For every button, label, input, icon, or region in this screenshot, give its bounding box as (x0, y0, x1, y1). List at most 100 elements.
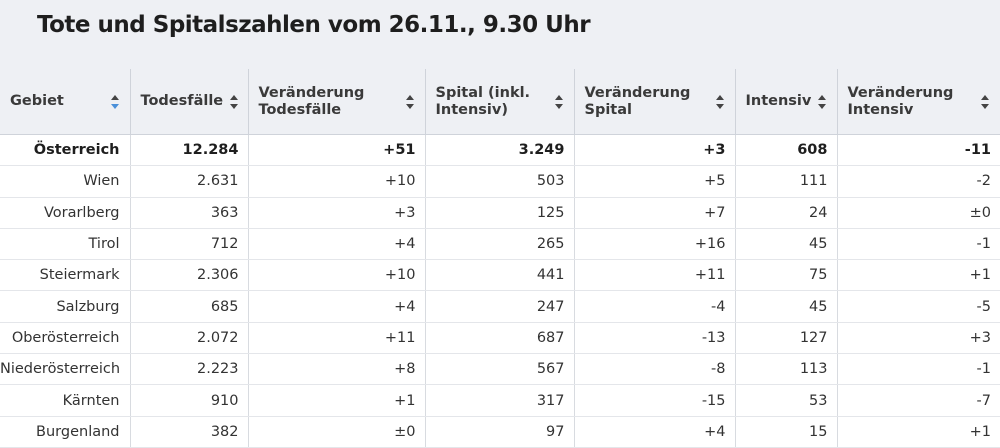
cell-todesfaelle: 685 (129, 290, 248, 323)
cell-veraenderung-spital: -8 (573, 353, 735, 386)
column-header-label: Veränderung Todesfälle (258, 84, 365, 118)
column-header-intensiv[interactable]: Intensiv (734, 69, 837, 135)
table-row: Oberösterreich 2.072 +11 687 -13 127 +3 (0, 322, 1000, 355)
cell-veraenderung-spital: +7 (573, 197, 735, 229)
cell-spital: 503 (424, 165, 574, 198)
cell-veraenderung-todesfaelle: +1 (247, 384, 425, 417)
cell-todesfaelle: 2.306 (129, 259, 248, 292)
cell-intensiv: 113 (734, 353, 837, 386)
cell-veraenderung-todesfaelle: +51 (247, 134, 425, 167)
cell-veraenderung-todesfaelle: +3 (247, 197, 425, 229)
cell-spital: 125 (424, 197, 574, 229)
table-row-oesterreich: Österreich 12.284 +51 3.249 +3 608 -11 (0, 134, 1000, 167)
cell-todesfaelle: 2.223 (129, 353, 248, 386)
table-row: Vorarlberg 363 +3 125 +7 24 ±0 (0, 197, 1000, 229)
table-row: Salzburg 685 +4 247 -4 45 -5 (0, 290, 1000, 323)
cell-intensiv: 75 (734, 259, 837, 292)
column-header-label: Veränderung Intensiv (847, 84, 954, 118)
sort-icon (554, 94, 563, 109)
cell-gebiet: Kärnten (0, 384, 130, 417)
cell-veraenderung-intensiv: -5 (836, 290, 1000, 323)
cell-gebiet: Salzburg (0, 290, 130, 323)
cell-spital: 97 (424, 416, 574, 448)
cell-todesfaelle: 12.284 (129, 134, 248, 167)
cell-veraenderung-spital: +16 (573, 228, 735, 261)
column-header-todesfaelle[interactable]: Todesfälle (129, 69, 248, 135)
cell-todesfaelle: 2.631 (129, 165, 248, 198)
column-header-veraenderung-intensiv[interactable]: Veränderung Intensiv (836, 69, 1000, 135)
cell-intensiv: 15 (734, 416, 837, 448)
cell-gebiet: Wien (0, 165, 130, 198)
cell-intensiv: 608 (734, 134, 837, 167)
cell-gebiet: Burgenland (0, 416, 130, 448)
cell-gebiet: Vorarlberg (0, 197, 130, 229)
cell-todesfaelle: 910 (129, 384, 248, 417)
sort-icon (230, 94, 239, 109)
cell-veraenderung-todesfaelle: +10 (247, 165, 425, 198)
cell-todesfaelle: 363 (129, 197, 248, 229)
cell-gebiet: Niederösterreich (0, 353, 130, 386)
table-row: Niederösterreich 2.223 +8 567 -8 113 -1 (0, 353, 1000, 386)
cell-gebiet: Oberösterreich (0, 322, 130, 355)
cell-veraenderung-intensiv: ±0 (836, 197, 1000, 229)
column-header-veraenderung-spital[interactable]: Veränderung Spital (573, 69, 735, 135)
table-header-row: Gebiet Todesfälle Ve (0, 69, 1000, 135)
cell-spital: 3.249 (424, 134, 574, 167)
cell-veraenderung-spital: +4 (573, 416, 735, 448)
cell-veraenderung-todesfaelle: +11 (247, 322, 425, 355)
cell-todesfaelle: 712 (129, 228, 248, 261)
table-row: Kärnten 910 +1 317 -15 53 -7 (0, 384, 1000, 417)
cell-veraenderung-todesfaelle: +8 (247, 353, 425, 386)
column-header-spital[interactable]: Spital (inkl. Intensiv) (424, 69, 574, 135)
cell-veraenderung-intensiv: -11 (836, 134, 1000, 167)
sort-icon (981, 94, 989, 109)
column-header-gebiet[interactable]: Gebiet (0, 69, 130, 135)
title-bar: Tote und Spitalszahlen vom 26.11., 9.30 … (0, 0, 1000, 69)
cell-intensiv: 127 (734, 322, 837, 355)
column-header-label: Todesfälle (140, 93, 224, 109)
cell-veraenderung-todesfaelle: ±0 (247, 416, 425, 448)
cell-spital: 687 (424, 322, 574, 355)
column-header-veraenderung-todesfaelle[interactable]: Veränderung Todesfälle (247, 69, 425, 135)
column-header-label: Veränderung Spital (584, 84, 691, 118)
page-title: Tote und Spitalszahlen vom 26.11., 9.30 … (37, 12, 591, 38)
cell-todesfaelle: 2.072 (129, 322, 248, 355)
cell-intensiv: 45 (734, 290, 837, 323)
cell-veraenderung-todesfaelle: +4 (247, 290, 425, 323)
cell-spital: 265 (424, 228, 574, 261)
cell-intensiv: 45 (734, 228, 837, 261)
cell-gebiet: Steiermark (0, 259, 130, 292)
sort-icon (715, 94, 724, 109)
table-row: Burgenland 382 ±0 97 +4 15 +1 (0, 416, 1000, 448)
cell-veraenderung-intensiv: -1 (836, 228, 1000, 261)
cell-veraenderung-spital: -15 (573, 384, 735, 417)
table-row: Wien 2.631 +10 503 +5 111 -2 (0, 165, 1000, 198)
column-header-label: Spital (inkl. Intensiv) (435, 84, 531, 118)
table-row: Tirol 712 +4 265 +16 45 -1 (0, 228, 1000, 261)
cell-spital: 441 (424, 259, 574, 292)
cell-veraenderung-spital: -13 (573, 322, 735, 355)
cell-veraenderung-spital: +11 (573, 259, 735, 292)
cell-spital: 567 (424, 353, 574, 386)
column-header-label: Intensiv (745, 93, 812, 109)
cell-veraenderung-intensiv: +3 (836, 322, 1000, 355)
sort-desc-active-icon (110, 94, 119, 109)
cell-veraenderung-spital: +3 (573, 134, 735, 167)
column-header-label: Gebiet (10, 93, 64, 109)
cell-todesfaelle: 382 (129, 416, 248, 448)
cell-intensiv: 111 (734, 165, 837, 198)
cell-spital: 247 (424, 290, 574, 323)
cell-veraenderung-todesfaelle: +4 (247, 228, 425, 261)
sort-icon (405, 94, 414, 109)
table-row: Steiermark 2.306 +10 441 +11 75 +1 (0, 259, 1000, 292)
cell-veraenderung-intensiv: -1 (836, 353, 1000, 386)
cell-veraenderung-intensiv: +1 (836, 259, 1000, 292)
cell-veraenderung-intensiv: -7 (836, 384, 1000, 417)
cell-veraenderung-intensiv: -2 (836, 165, 1000, 198)
cell-gebiet: Tirol (0, 228, 130, 261)
sort-icon (818, 94, 827, 109)
cell-gebiet: Österreich (0, 134, 130, 167)
cell-veraenderung-todesfaelle: +10 (247, 259, 425, 292)
cell-spital: 317 (424, 384, 574, 417)
cell-intensiv: 24 (734, 197, 837, 229)
